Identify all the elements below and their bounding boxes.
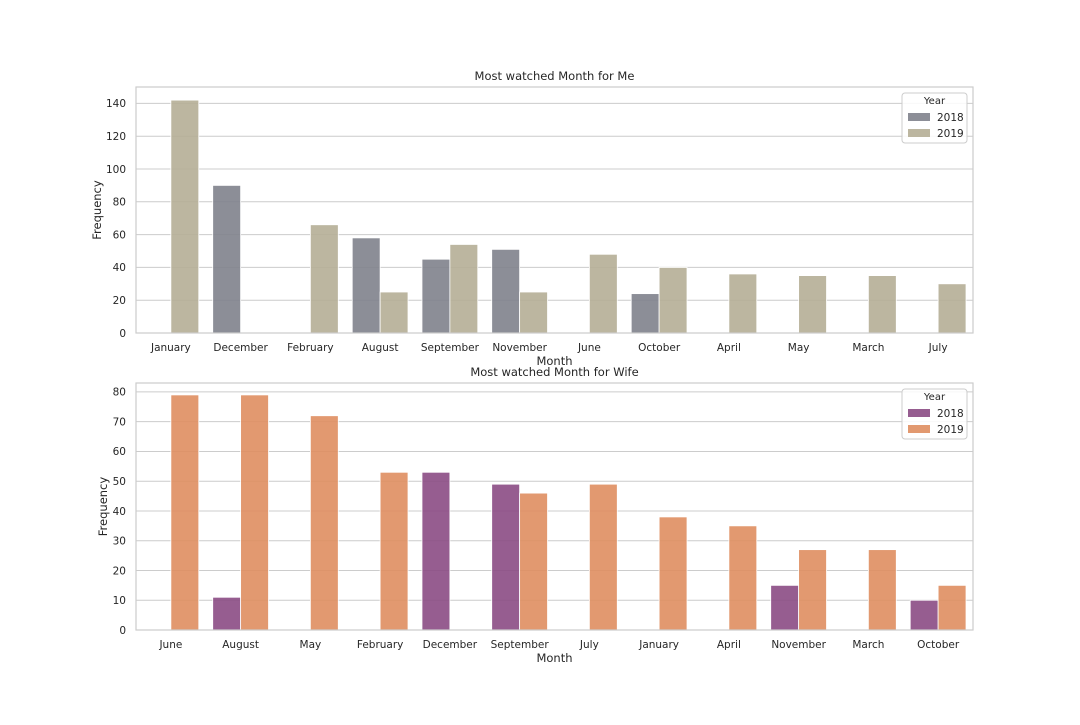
chart1-xtick-label-march: March (852, 342, 884, 354)
chart1-xtick-label-january: January (150, 342, 191, 354)
chart1-bar-2019-march (867, 275, 897, 334)
chart1: 0 20 40 60 80 100 120 140 January December Februar… (90, 69, 974, 368)
chart1-ytick-label: 40 (113, 262, 126, 274)
chart2-xtick-label-may: May (300, 639, 322, 651)
chart1-xtick-label-may: May (788, 342, 810, 354)
chart1-xtick-label-november: November (492, 342, 547, 354)
chart1-ytick-label: 60 (113, 229, 126, 241)
chart1-bar-2019-november (519, 291, 548, 334)
chart1-xtick-label-february: February (287, 342, 334, 354)
chart2-xtick-label-february: February (357, 639, 404, 651)
chart1-legend-swatch-2018 (908, 113, 930, 121)
chart2-xtick-label-september: September (491, 639, 550, 651)
chart1-legend-entry-2019: 2019 (937, 128, 964, 140)
chart2-legend-swatch-2019 (908, 425, 930, 433)
chart2: 0 10 20 30 40 50 60 70 80 June August May February De… (96, 365, 974, 665)
chart1-bar-2019-september (449, 244, 479, 334)
chart2-ytick-label: 30 (113, 536, 126, 548)
chart1-bar-2019-october (658, 266, 688, 334)
chart2-xtick-label-june: June (158, 639, 182, 651)
chart2-bar-2019-july (588, 483, 618, 631)
chart2-bar-2019-september (519, 492, 548, 631)
chart2-xtick-label-july: July (579, 639, 599, 651)
chart2-plot-area (136, 383, 973, 630)
chart1-bar-2019-february (309, 224, 339, 334)
chart2-xtick-label-january: January (638, 639, 679, 651)
chart2-frame (135, 382, 974, 631)
chart1-xtick-label-august: August (362, 342, 399, 354)
chart2-bar-2019-may (309, 415, 339, 631)
chart2-xtick-label-march: March (852, 639, 884, 651)
chart1-xlabel: Month (536, 354, 572, 368)
chart1-ytick-label: 80 (113, 197, 126, 209)
chart1-xtick-label-june: June (577, 342, 601, 354)
chart1-title: Most watched Month for Me (475, 69, 635, 83)
chart1-bar-2019-january (170, 99, 200, 334)
chart2-ylabel: Frequency (96, 477, 110, 537)
chart2-bar-2018-november (770, 584, 800, 631)
chart2-title: Most watched Month for Wife (470, 365, 638, 379)
chart2-xtick-label-december: December (423, 639, 478, 651)
chart2-bar-2019-january (658, 516, 688, 631)
chart1-bar-2019-april (728, 273, 758, 334)
chart1-bar-2019-june (588, 253, 618, 334)
chart2-xtick-label-october: October (917, 639, 960, 651)
chart1-bar-2018-october (630, 293, 660, 334)
chart2-legend-swatch-2018 (908, 409, 930, 417)
chart2-bar-2019-february (379, 471, 409, 631)
chart1-ylabel: Frequency (90, 180, 104, 240)
chart2-bar-2019-october (937, 584, 967, 631)
chart2-ytick-label: 70 (113, 416, 126, 428)
chart1-bar-2018-december (212, 184, 242, 334)
chart2-bar-2018-december (421, 471, 451, 631)
chart2-bar-2019-april (728, 525, 758, 631)
chart2-ytick-label: 0 (119, 625, 126, 637)
chart1-frame (135, 86, 974, 334)
chart2-ytick-label: 20 (113, 565, 126, 577)
chart1-bar-2018-september (421, 258, 451, 334)
chart1-legend-swatch-2019 (908, 129, 930, 137)
chart1-legend-title: Year (923, 96, 946, 107)
chart2-xtick-label-april: April (717, 639, 741, 651)
chart1-bar-2019-may (798, 275, 827, 334)
chart2-ytick-label: 60 (113, 446, 126, 458)
chart1-bar-2019-july (937, 283, 967, 334)
chart2-legend-title: Year (923, 392, 946, 403)
chart1-xtick-label-september: September (421, 342, 480, 354)
chart2-legend: Year 2018 2019 (901, 388, 968, 440)
chart2-legend-entry-2018: 2018 (937, 408, 964, 420)
chart2-bar-2019-june (170, 394, 200, 631)
chart1-legend-entry-2018: 2018 (937, 112, 964, 124)
chart1-ytick-label: 0 (119, 328, 126, 340)
chart1-ytick-label: 140 (106, 98, 126, 110)
chart2-bar-2019-august (240, 394, 269, 631)
chart2-bar-2018-october (909, 599, 939, 631)
chart2-ytick-label: 80 (113, 387, 126, 399)
chart2-bar-2018-september (491, 483, 521, 631)
chart2-ytick-label: 50 (113, 476, 126, 488)
chart1-bar-2018-november (491, 248, 521, 334)
chart1-bar-2018-august (351, 237, 381, 334)
chart2-bar-2019-november (798, 549, 827, 631)
chart1-xtick-label-december: December (213, 342, 268, 354)
chart2-ytick-label: 10 (113, 595, 126, 607)
chart1-legend: Year 2018 2019 (901, 92, 968, 144)
chart2-legend-entry-2019: 2019 (937, 424, 964, 436)
chart2-bar-2018-august (212, 596, 242, 631)
chart1-xtick-label-april: April (717, 342, 741, 354)
chart2-ytick-label: 40 (113, 506, 126, 518)
chart1-ytick-label: 20 (113, 295, 126, 307)
chart1-plot-area (136, 87, 973, 333)
chart1-bar-2019-august (379, 291, 409, 334)
chart1-xtick-label-july: July (928, 342, 948, 354)
chart2-xtick-label-november: November (771, 639, 826, 651)
chart2-xtick-label-august: August (222, 639, 259, 651)
chart1-ytick-label: 100 (106, 164, 126, 176)
chart1-ytick-label: 120 (106, 131, 126, 143)
chart2-bar-2019-march (867, 549, 897, 631)
chart1-xtick-label-october: October (638, 342, 681, 354)
chart2-xlabel: Month (536, 651, 572, 665)
